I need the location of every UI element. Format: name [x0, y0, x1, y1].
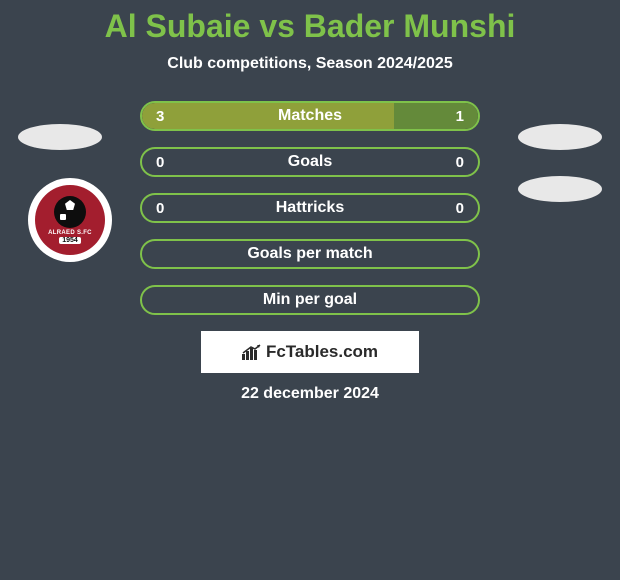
player-badge-left	[18, 124, 102, 150]
club-logo: ALRAED S.FC 1954	[28, 178, 112, 262]
stat-value-right: 0	[456, 195, 464, 221]
stat-row: Hattricks0 0	[140, 193, 480, 223]
title: Al Subaie vs Bader Munshi	[0, 8, 620, 45]
stat-row: Matches3 1	[140, 101, 480, 131]
stat-row: Goals per match	[140, 239, 480, 269]
comparison-infographic: Al Subaie vs Bader Munshi Club competiti…	[0, 0, 620, 580]
stat-value-left: 3	[156, 103, 164, 129]
date: 22 december 2024	[0, 385, 620, 403]
club-name: ALRAED S.FC	[48, 230, 92, 236]
brand-text: FcTables.com	[266, 342, 378, 362]
stat-value-right: 0	[456, 149, 464, 175]
stat-value-left: 0	[156, 195, 164, 221]
brand-box: FcTables.com	[201, 331, 419, 373]
stat-row: Min per goal	[140, 285, 480, 315]
stat-value-left: 0	[156, 149, 164, 175]
stat-value-right: 1	[456, 103, 464, 129]
stat-label: Min per goal	[142, 287, 478, 313]
club-year: 1954	[59, 237, 81, 244]
stat-label: Goals	[142, 149, 478, 175]
stat-label: Goals per match	[142, 241, 478, 267]
player-badge-right-1	[518, 124, 602, 150]
soccer-ball-icon	[54, 196, 86, 228]
stat-rows: Matches31Goals00Hattricks00Goals per mat…	[140, 101, 480, 315]
chart-icon	[242, 344, 262, 360]
stat-label: Matches	[142, 103, 478, 129]
player-badge-right-2	[518, 176, 602, 202]
subtitle: Club competitions, Season 2024/2025	[0, 55, 620, 73]
stat-row: Goals0 0	[140, 147, 480, 177]
stat-label: Hattricks	[142, 195, 478, 221]
club-logo-inner: ALRAED S.FC 1954	[35, 185, 105, 255]
